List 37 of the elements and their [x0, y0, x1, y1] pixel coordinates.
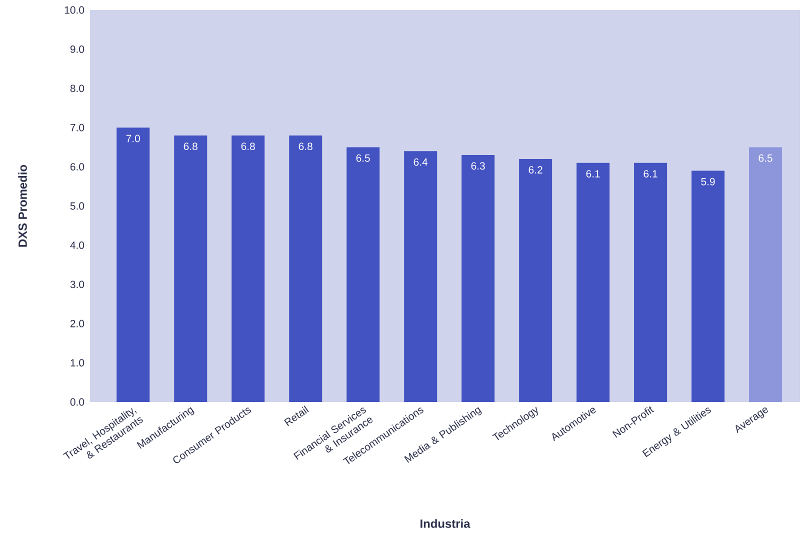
data-label: 6.2	[528, 166, 542, 174]
y-tick-label: 0.0	[70, 398, 84, 406]
x-axis-title: Industria	[420, 519, 470, 528]
y-tick-label: 10.0	[64, 6, 84, 14]
data-label: 6.8	[184, 142, 198, 150]
bar	[404, 151, 438, 402]
y-tick-label: 5.0	[70, 202, 84, 210]
bar	[576, 162, 610, 402]
data-label: 7.0	[126, 134, 140, 142]
data-label: 6.4	[414, 158, 428, 166]
data-label: 5.9	[701, 178, 715, 186]
bar	[634, 162, 668, 402]
y-tick-label: 7.0	[70, 124, 84, 132]
data-label: 6.8	[298, 142, 312, 150]
bar	[519, 158, 552, 402]
y-axis-title: DXS Promedio	[18, 164, 27, 247]
y-tick-label: 9.0	[70, 46, 84, 53]
bar	[346, 147, 380, 402]
data-label: 6.1	[644, 170, 658, 178]
data-label: 6.5	[758, 154, 772, 162]
bar	[116, 128, 150, 402]
bar	[462, 155, 495, 402]
bar	[749, 147, 782, 402]
y-tick-label: 2.0	[70, 320, 84, 328]
y-tick-label: 1.0	[70, 359, 84, 367]
bar	[692, 170, 725, 402]
y-tick-label: 8.0	[70, 84, 84, 92]
y-tick-label: 3.0	[70, 280, 84, 288]
bar	[174, 135, 208, 402]
y-tick-label: 6.0	[70, 163, 84, 171]
data-label: 6.5	[356, 154, 370, 162]
data-label: 6.3	[471, 162, 485, 170]
data-label: 6.1	[586, 170, 600, 178]
bar	[289, 135, 322, 402]
data-label: 6.8	[241, 142, 255, 150]
y-tick-label: 4.0	[70, 242, 84, 249]
bar	[232, 135, 265, 402]
